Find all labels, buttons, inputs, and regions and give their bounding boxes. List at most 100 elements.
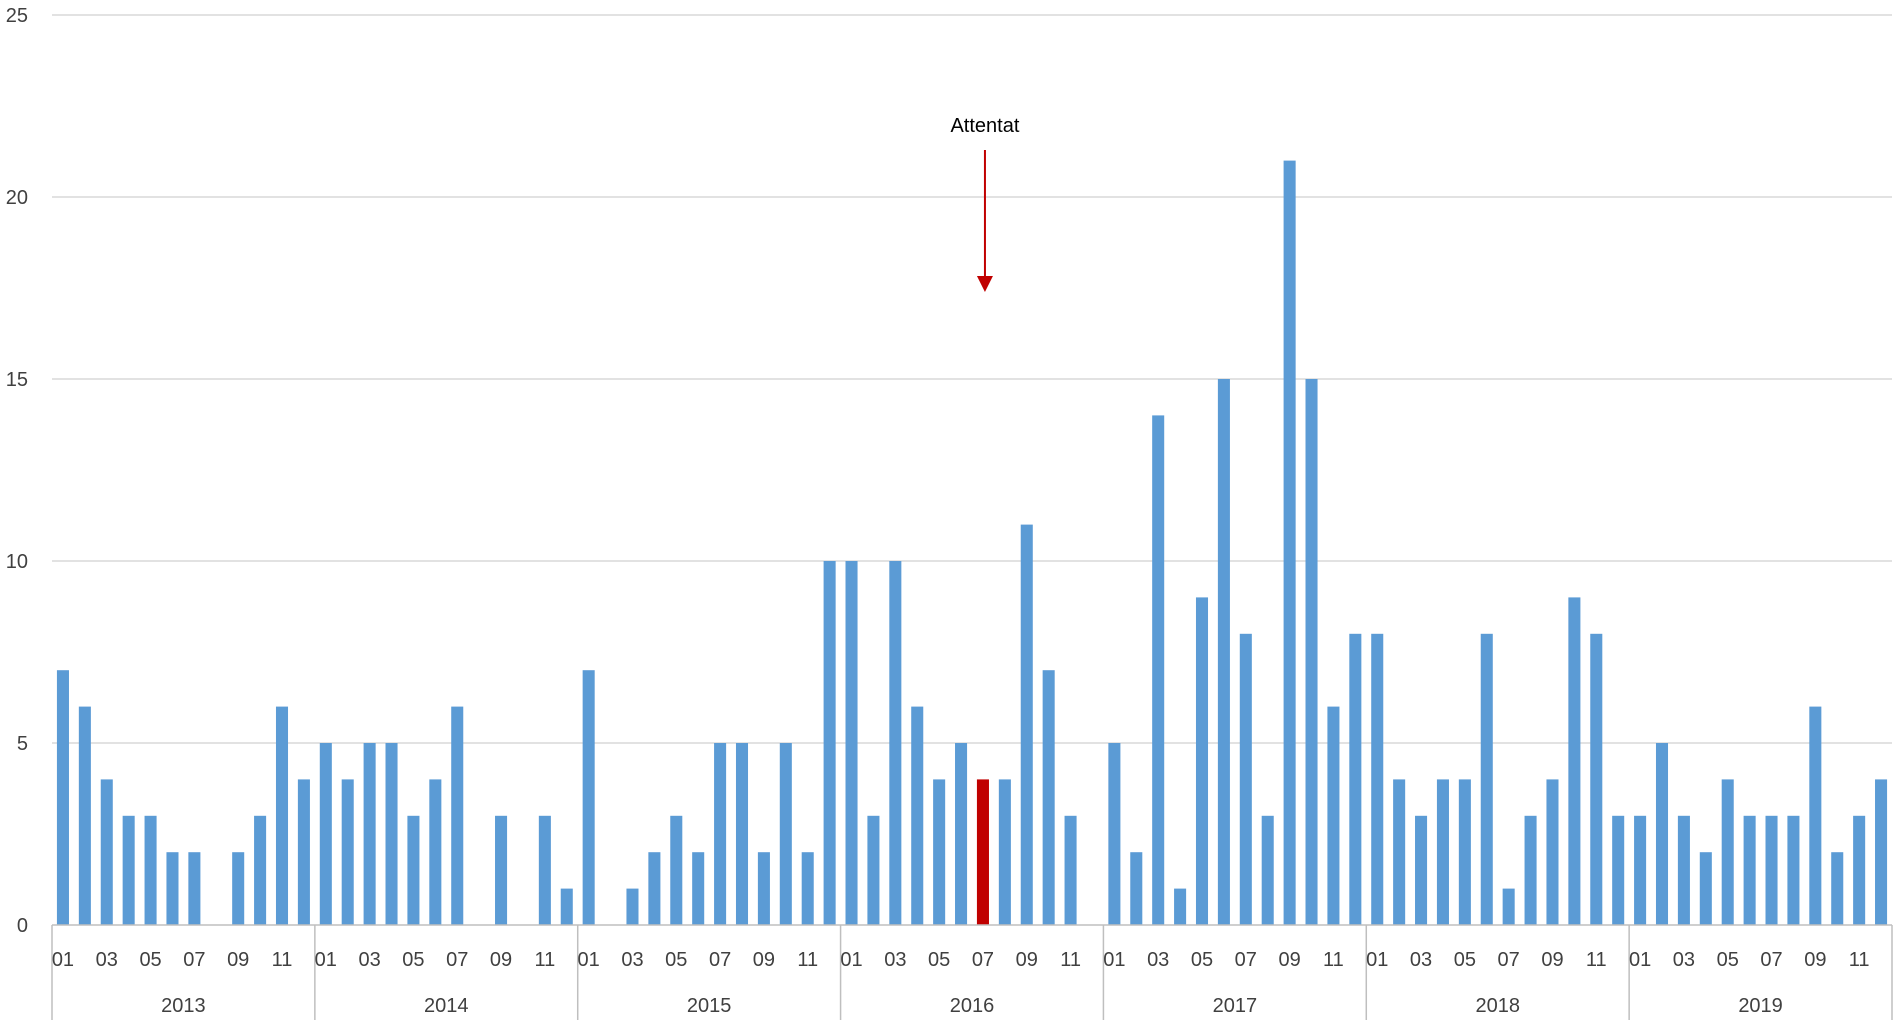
bar bbox=[166, 852, 179, 925]
bar bbox=[188, 852, 201, 925]
month-tick-label: 07 bbox=[183, 949, 205, 971]
bar bbox=[1853, 815, 1866, 925]
annotation-label: Attentat bbox=[950, 115, 1019, 137]
month-tick-label: 03 bbox=[358, 949, 380, 971]
year-label: 2017 bbox=[1213, 995, 1258, 1017]
bar-highlight bbox=[976, 779, 989, 925]
bar bbox=[670, 815, 683, 925]
month-tick-label: 09 bbox=[1541, 949, 1563, 971]
bar bbox=[429, 779, 442, 925]
month-tick-label: 11 bbox=[1586, 949, 1607, 971]
bar bbox=[1743, 815, 1756, 925]
month-tick-label: 01 bbox=[1629, 949, 1651, 971]
bar bbox=[1546, 779, 1559, 925]
bar bbox=[692, 852, 705, 925]
bar bbox=[254, 815, 267, 925]
year-label: 2015 bbox=[687, 995, 732, 1017]
bar bbox=[1064, 815, 1077, 925]
month-tick-label: 03 bbox=[96, 949, 118, 971]
bar bbox=[538, 815, 551, 925]
bar bbox=[998, 779, 1011, 925]
month-tick-label: 01 bbox=[315, 949, 337, 971]
bar bbox=[341, 779, 354, 925]
gridlines bbox=[52, 14, 1892, 744]
bar bbox=[1174, 888, 1187, 925]
y-tick-label: 20 bbox=[6, 187, 28, 209]
month-tick-label: 07 bbox=[1235, 949, 1257, 971]
bar bbox=[1875, 779, 1888, 925]
y-axis-ticks: 0 5 10 15 20 25 bbox=[6, 5, 28, 937]
bar bbox=[955, 743, 968, 925]
bar bbox=[1349, 633, 1362, 925]
bar bbox=[1590, 633, 1603, 925]
bar bbox=[1458, 779, 1471, 925]
bar bbox=[1283, 160, 1296, 926]
month-tick-label: 01 bbox=[840, 949, 862, 971]
bar bbox=[867, 815, 880, 925]
bar bbox=[1634, 815, 1647, 925]
y-tick-label: 0 bbox=[17, 915, 28, 937]
bar bbox=[735, 743, 749, 925]
bar bbox=[1020, 524, 1033, 925]
annotation-arrow-head bbox=[976, 276, 993, 292]
month-tick-label: 09 bbox=[1278, 949, 1300, 971]
month-tick-label: 09 bbox=[1016, 949, 1038, 971]
year-label: 2014 bbox=[424, 995, 469, 1017]
y-tick-label: 10 bbox=[6, 551, 28, 573]
month-tick-label: 07 bbox=[446, 949, 468, 971]
bar bbox=[297, 779, 310, 925]
x-axis: 2013 01 03 05 07 09 11 2014 01 03 05 07 09 11 2015 01 03… bbox=[51, 924, 1893, 1020]
month-tick-label: 09 bbox=[490, 949, 512, 971]
month-tick-label: 05 bbox=[928, 949, 950, 971]
bar bbox=[911, 706, 924, 925]
bar bbox=[1524, 815, 1537, 925]
month-tick-label: 07 bbox=[1760, 949, 1782, 971]
month-tick-label: 05 bbox=[665, 949, 687, 971]
month-tick-label: 11 bbox=[534, 949, 555, 971]
bar bbox=[560, 888, 573, 925]
bar bbox=[1502, 888, 1515, 925]
bar bbox=[1305, 379, 1318, 925]
bar bbox=[714, 743, 727, 925]
bar bbox=[1130, 852, 1143, 925]
bar bbox=[1108, 743, 1121, 925]
annotation: Attentat bbox=[950, 115, 1020, 292]
month-tick-label: 11 bbox=[797, 949, 818, 971]
bar bbox=[451, 706, 464, 925]
month-tick-label: 07 bbox=[709, 949, 731, 971]
month-tick-label: 11 bbox=[1060, 949, 1081, 971]
bar bbox=[385, 743, 398, 925]
month-tick-label: 05 bbox=[1454, 949, 1476, 971]
bar bbox=[1371, 633, 1384, 925]
bar bbox=[78, 706, 91, 925]
month-tick-label: 09 bbox=[1804, 949, 1826, 971]
bar bbox=[648, 852, 661, 925]
bar bbox=[1655, 743, 1669, 925]
bar bbox=[757, 852, 770, 925]
month-tick-label: 09 bbox=[753, 949, 775, 971]
bar bbox=[1327, 706, 1340, 925]
bar bbox=[626, 888, 639, 925]
bar bbox=[582, 670, 595, 925]
month-tick-label: 05 bbox=[1191, 949, 1213, 971]
bar bbox=[122, 815, 135, 925]
y-tick-label: 25 bbox=[6, 5, 28, 27]
bar bbox=[1042, 670, 1055, 925]
bar bbox=[1217, 379, 1230, 925]
bar bbox=[1677, 815, 1690, 925]
month-tick-label: 01 bbox=[1103, 949, 1125, 971]
month-tick-label: 05 bbox=[402, 949, 424, 971]
bar bbox=[1721, 779, 1734, 925]
y-tick-label: 15 bbox=[6, 369, 28, 391]
bar bbox=[1239, 633, 1252, 925]
month-tick-label: 03 bbox=[1673, 949, 1695, 971]
bar bbox=[845, 561, 858, 925]
bar bbox=[933, 779, 946, 925]
bar bbox=[495, 815, 508, 925]
bar bbox=[1765, 815, 1778, 925]
month-tick-label: 09 bbox=[227, 949, 249, 971]
bar bbox=[1261, 815, 1274, 925]
bar bbox=[232, 852, 245, 925]
